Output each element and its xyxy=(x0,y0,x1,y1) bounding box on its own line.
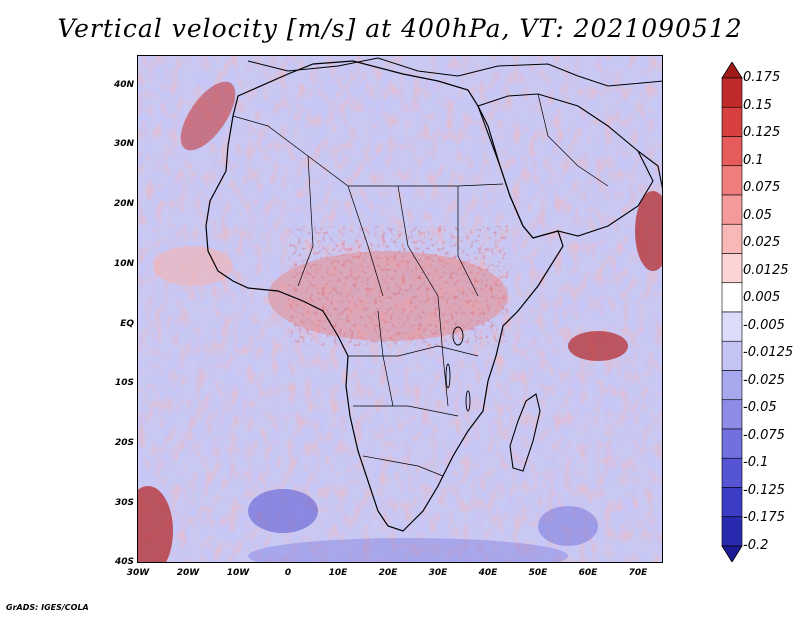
y-tick-label: 40N xyxy=(113,80,134,90)
ascent-texture-sahel xyxy=(288,226,508,346)
colorbar-bottom-arrow xyxy=(721,545,743,562)
descent-region-south-atlantic xyxy=(248,489,318,533)
y-tick-label: 30S xyxy=(114,498,134,508)
colorbar-tick-label: 0.005 xyxy=(743,290,781,306)
colorbar-segment xyxy=(721,253,743,284)
colorbar-segment xyxy=(721,399,743,430)
colorbar-tick-label: -0.2 xyxy=(743,538,769,553)
colorbar-tick-label: 0.025 xyxy=(743,235,781,251)
colorbar-tick-label: 0.125 xyxy=(743,125,781,141)
descent-region-south-indian xyxy=(538,506,598,546)
lake-malawi xyxy=(465,390,471,412)
colorbar-segment xyxy=(721,106,743,137)
y-tick-label: 10S xyxy=(114,378,134,388)
colorbar-segment xyxy=(721,282,743,313)
y-tick-label: 20S xyxy=(114,438,134,448)
colorbar-segment xyxy=(721,457,743,488)
colorbar-tick-label: 0.175 xyxy=(743,70,781,85)
lake-tanganyika xyxy=(445,363,451,389)
colorbar-segment xyxy=(721,370,743,401)
colorbar-segment xyxy=(721,223,743,254)
x-tick-label: 20W xyxy=(176,568,200,578)
colorbar-tick-label: -0.05 xyxy=(743,400,777,416)
x-tick-label: 70E xyxy=(628,568,648,578)
y-tick-label: 30N xyxy=(113,139,134,149)
colorbar-segment xyxy=(721,194,743,225)
country-borders xyxy=(232,93,609,477)
colorbar-segment xyxy=(721,487,743,518)
colorbar-segment xyxy=(721,340,743,371)
lake-victoria xyxy=(452,326,464,346)
chart-title: Vertical velocity [m/s] at 400hPa, VT: 2… xyxy=(57,14,743,43)
ascent-region-india-coast xyxy=(635,191,662,271)
colorbar-segment xyxy=(721,428,743,459)
x-tick-label: 0 xyxy=(284,568,292,578)
colorbar-tick-label: -0.175 xyxy=(743,510,785,526)
colorbar-segment xyxy=(721,311,743,342)
y-tick-label: 40S xyxy=(114,557,134,567)
y-tick-label: EQ xyxy=(120,319,134,329)
colorbar-tick-label: 0.075 xyxy=(743,180,781,196)
ascent-region-atlantic xyxy=(153,246,233,286)
colorbar-tick-label: -0.025 xyxy=(743,372,785,388)
map-panel xyxy=(137,55,663,563)
colorbar-tick-label: -0.1 xyxy=(743,455,769,471)
colorbar-top-arrow xyxy=(721,62,743,79)
x-tick-label: 30E xyxy=(428,568,448,578)
y-tick-label: 20N xyxy=(113,199,134,209)
colorbar-tick-label: -0.0125 xyxy=(743,345,794,361)
colorbar-segment xyxy=(721,77,743,108)
colorbar-tick-label: -0.125 xyxy=(743,482,785,498)
x-tick-label: 40E xyxy=(478,568,498,578)
y-tick-label: 10N xyxy=(113,259,134,269)
europe-coastline xyxy=(247,57,662,87)
colorbar-tick-label: 0.1 xyxy=(743,152,764,168)
map-canvas xyxy=(138,56,662,562)
colorbar xyxy=(721,62,743,562)
descent-region-southern-ocean xyxy=(248,538,568,562)
ascent-region-north-atlantic xyxy=(180,81,236,151)
ascent-region-south-atlantic xyxy=(138,486,173,562)
x-tick-label: 30W xyxy=(126,568,150,578)
ascent-region-indian-ocean xyxy=(568,331,628,361)
colorbar-tick-label: 0.05 xyxy=(743,207,772,223)
footer-credit: GrADS: IGES/COLA xyxy=(6,603,89,612)
colorbar-segment xyxy=(721,165,743,196)
colorbar-tick-label: 0.0125 xyxy=(743,262,789,278)
x-tick-label: 10E xyxy=(328,568,348,578)
colorbar-segment xyxy=(721,516,743,547)
madagascar-coastline xyxy=(509,393,541,472)
colorbar-segment xyxy=(721,136,743,167)
africa-coastline xyxy=(205,60,564,532)
x-tick-label: 10W xyxy=(226,568,250,578)
india-coastline xyxy=(637,150,662,189)
x-tick-label: 50E xyxy=(528,568,548,578)
colorbar-tick-label: -0.005 xyxy=(743,317,785,333)
arabia-coastline xyxy=(477,93,654,239)
colorbar-tick-label: -0.075 xyxy=(743,427,785,443)
x-tick-label: 20E xyxy=(378,568,398,578)
colorbar-tick-label: 0.15 xyxy=(743,97,772,113)
x-tick-label: 60E xyxy=(578,568,598,578)
